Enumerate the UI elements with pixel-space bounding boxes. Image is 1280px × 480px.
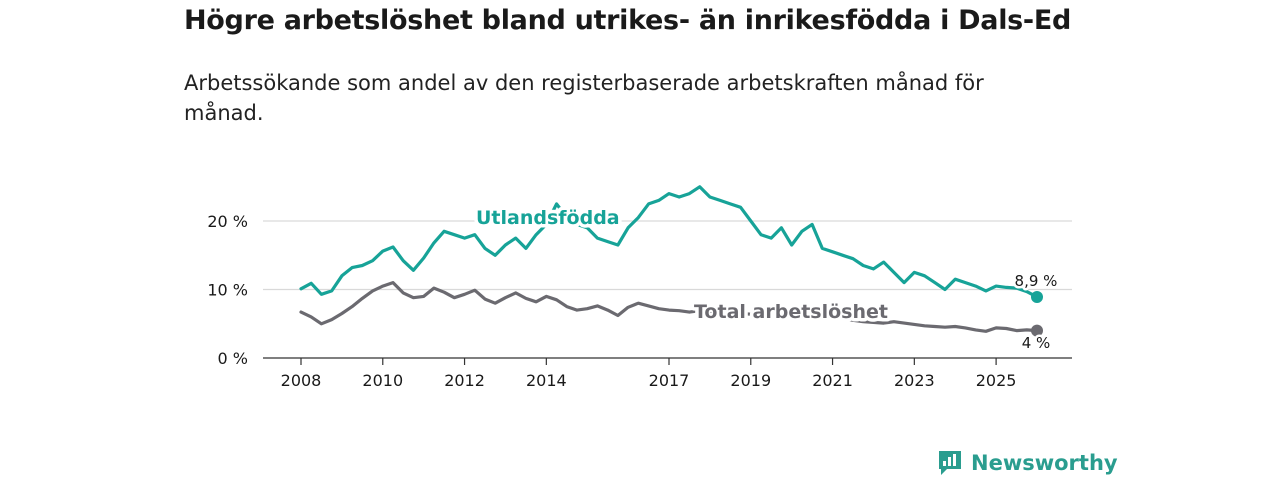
chart-subtitle: Arbetssökande som andel av den registerb… (184, 71, 984, 125)
y-tick-label: 10 % (207, 281, 248, 300)
end-value-label: 4 % (1022, 334, 1051, 352)
newsworthy-logo-icon (939, 451, 961, 475)
end-value-label: 8,9 % (1015, 272, 1058, 290)
x-tick-label: 2010 (362, 371, 403, 390)
y-tick-label: 0 % (218, 349, 248, 368)
x-tick-label: 2008 (281, 371, 322, 390)
y-tick-label: 20 % (207, 212, 248, 231)
x-tick-label: 2017 (649, 371, 690, 390)
end-value-halo: 4 % (1022, 334, 1051, 352)
x-tick-label: 2023 (894, 371, 935, 390)
axes: 0 % 10 % 20 % 2008 2010 2012 2014 2017 2019 2021 2… (207, 212, 1072, 390)
brand-name: Newsworthy (971, 451, 1118, 475)
series-end-marker-0 (1031, 291, 1043, 304)
brand-logo: Newsworthy (937, 449, 1118, 477)
x-tick-label: 2021 (812, 371, 853, 390)
series-name-halo: Total arbetslöshet (694, 301, 888, 323)
chart-title: Högre arbetslöshet bland utrikes- än inr… (184, 5, 1071, 36)
series-line-1 (299, 281, 1039, 333)
series-name-label: Utlandsfödda (476, 207, 620, 229)
x-tick-label: 2025 (976, 371, 1017, 390)
gridlines (263, 220, 1072, 291)
series-lines (299, 185, 1043, 337)
series-line-0 (299, 185, 1039, 299)
end-value-halo: 8,9 % (1015, 272, 1058, 290)
series-end-marker-1 (1031, 324, 1043, 337)
x-tick-label: 2012 (444, 371, 485, 390)
x-tick-label: 2019 (730, 371, 771, 390)
series-name-halo: Utlandsfödda (476, 207, 620, 229)
x-tick-label: 2014 (526, 371, 567, 390)
series-name-label: Total arbetslöshet (694, 301, 888, 323)
